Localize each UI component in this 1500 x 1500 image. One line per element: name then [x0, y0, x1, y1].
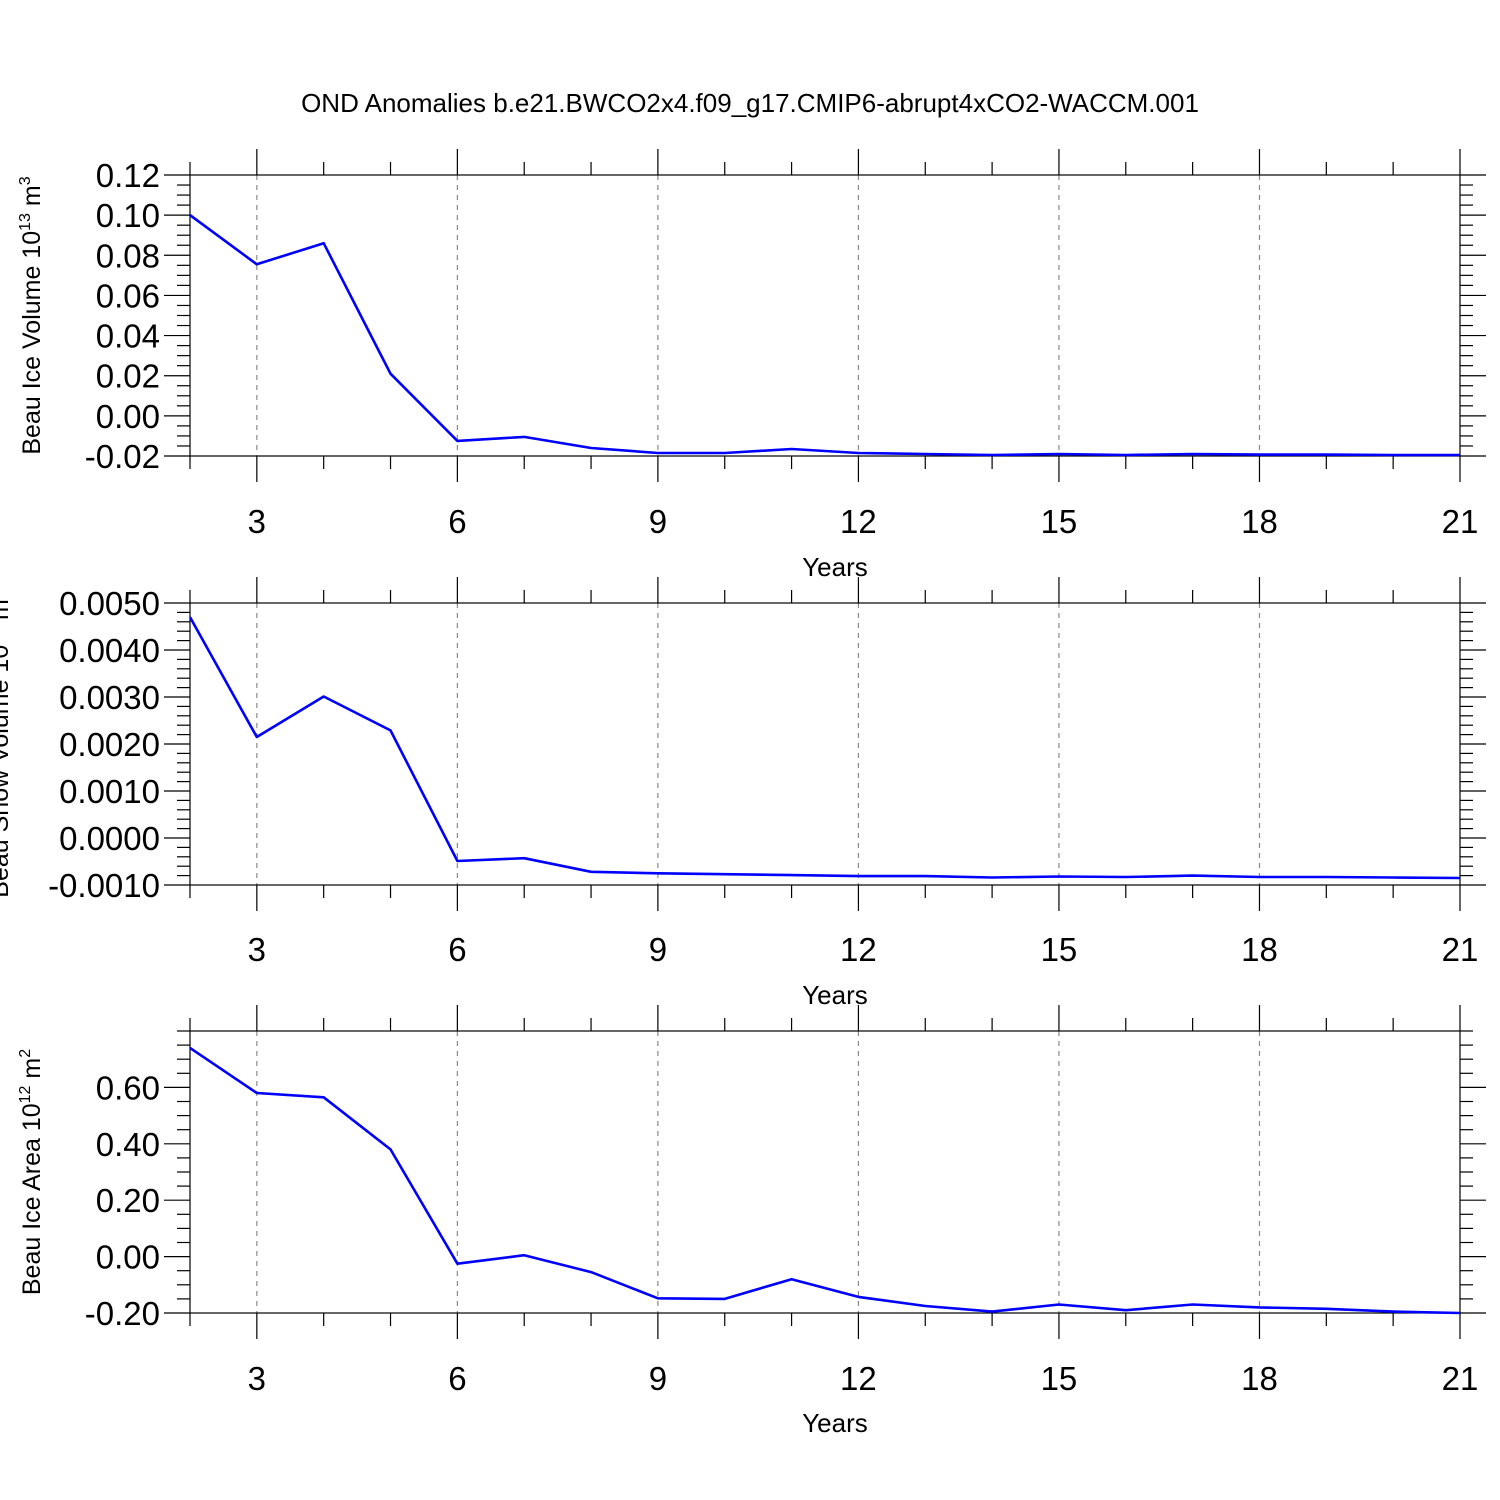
x-tick-label: 21 [1442, 503, 1479, 540]
x-axis-title: Years [802, 980, 868, 1010]
x-tick-label: 9 [649, 1360, 667, 1397]
y-tick-label: -0.02 [85, 438, 160, 475]
x-tick-label: 21 [1442, 1360, 1479, 1397]
x-tick-label: 9 [649, 931, 667, 968]
y-tick-label: 0.0010 [59, 773, 160, 810]
y-tick-label: 0.0040 [59, 632, 160, 669]
x-tick-label: 6 [448, 503, 466, 540]
y-tick-label: 0.60 [96, 1069, 160, 1106]
chart-panel-2: 3 6 9 12 15 18 21 -0.0010 0.0000 0.0010 0.0020 0.00… [0, 577, 1486, 1010]
plot-frame [189, 174, 1461, 457]
y-axis-title-part: 3 [0, 590, 2, 599]
y-tick-label: 0.10 [96, 197, 160, 234]
x-tick-label: 9 [649, 503, 667, 540]
chart-panel-3: 3 6 9 12 15 18 21 -0.20 0.00 0.20 0.40 0.60 Years Bea… [17, 1005, 1486, 1438]
x-tick-label: 18 [1241, 1360, 1278, 1397]
y-axis-title-part: m [18, 1058, 46, 1086]
y-tick-label: 0.40 [96, 1126, 160, 1163]
y-tick-label: -0.0010 [48, 867, 160, 904]
x-axis-title: Years [802, 1408, 868, 1438]
plot-frame [189, 602, 1461, 886]
y-axis-title-part: Beau Ice Volume 10 [18, 231, 46, 455]
y-tick-label: 0.0050 [59, 585, 160, 622]
chart-panel-1: 3 6 9 12 15 18 21 -0.020.000.020.04 0.060.080.10… [17, 149, 1486, 582]
y-tick-label: 0.00 [96, 398, 160, 435]
y-axis-title-part: 12 [17, 1085, 34, 1103]
x-tick-label: 6 [448, 931, 466, 968]
y-axis-title-part: 13 [17, 213, 34, 231]
y-tick-label: 0.00 [96, 1239, 160, 1276]
y-tick-label: 0.02 [96, 358, 160, 395]
y-axis-title: Beau Ice Volume 1013 m3 [17, 176, 46, 454]
x-axis-title: Years [802, 552, 868, 582]
chart-panels: 3 6 9 12 15 18 21-0.020.000.020.040.060.080.10… [0, 149, 1486, 1438]
y-tick-label: 0.20 [96, 1182, 160, 1219]
y-tick-label: 0.04 [96, 318, 160, 355]
y-tick-label: 0.0000 [59, 820, 160, 857]
x-tick-label: 12 [840, 1360, 877, 1397]
series-line-1 [190, 214, 1460, 457]
y-axis-title-part: Beau Snow Volume 10 [0, 645, 14, 898]
x-tick-label: 12 [840, 931, 877, 968]
x-tick-label: 15 [1041, 931, 1078, 968]
y-axis-title-part: 13 [0, 627, 2, 645]
y-tick-label: 0.08 [96, 237, 160, 274]
y-axis-title-part: 3 [17, 176, 34, 185]
x-tick-label: 3 [248, 1360, 266, 1397]
y-tick-label: 0.12 [96, 157, 160, 194]
y-axis-title-part: Beau Ice Area 10 [18, 1103, 46, 1295]
y-axis-title-part: 2 [17, 1049, 34, 1058]
series-line-1 [190, 616, 1460, 880]
y-tick-label: 0.06 [96, 277, 160, 314]
x-tick-label: 18 [1241, 931, 1278, 968]
x-tick-label: 3 [248, 503, 266, 540]
x-tick-label: 6 [448, 1360, 466, 1397]
x-tick-label: 21 [1442, 931, 1479, 968]
x-tick-label: 18 [1241, 503, 1278, 540]
y-axis-title: Beau Ice Area 1012 m2 [17, 1049, 46, 1295]
series-line-1 [190, 1046, 1460, 1315]
y-tick-label: 0.0030 [59, 679, 160, 716]
plot-frame [189, 1030, 1461, 1314]
x-tick-label: 15 [1041, 1360, 1078, 1397]
y-tick-label: -0.20 [85, 1295, 160, 1332]
x-tick-label: 15 [1041, 503, 1078, 540]
x-tick-label: 12 [840, 503, 877, 540]
y-axis-title: Beau Snow Volume 1013 m3 [0, 590, 14, 898]
y-axis-title-part: m [18, 185, 46, 213]
figure-title: OND Anomalies b.e21.BWCO2x4.f09_g17.CMIP… [301, 88, 1199, 118]
x-tick-label: 3 [248, 931, 266, 968]
y-axis-title-part: m [0, 599, 14, 627]
y-tick-label: 0.0020 [59, 726, 160, 763]
